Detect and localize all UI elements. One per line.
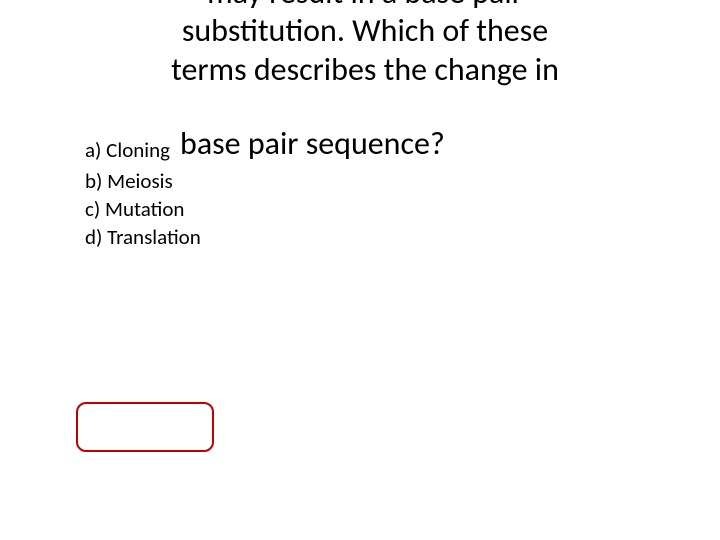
- question-line-2: substitution. Which of these: [182, 11, 548, 50]
- option-c: c) Mutation: [85, 196, 184, 222]
- option-d: d) Translation: [85, 224, 201, 250]
- option-b: b) Meiosis: [85, 168, 173, 194]
- question-line-3: terms describes the change in: [171, 50, 559, 89]
- question-line-1: may result in a base pair: [207, 0, 523, 12]
- question-tail: base pair sequence?: [180, 124, 445, 163]
- question-text: may result in a base pair substitution. …: [110, 0, 620, 89]
- option-a: a) Cloning: [85, 137, 170, 163]
- answer-box: [76, 402, 214, 452]
